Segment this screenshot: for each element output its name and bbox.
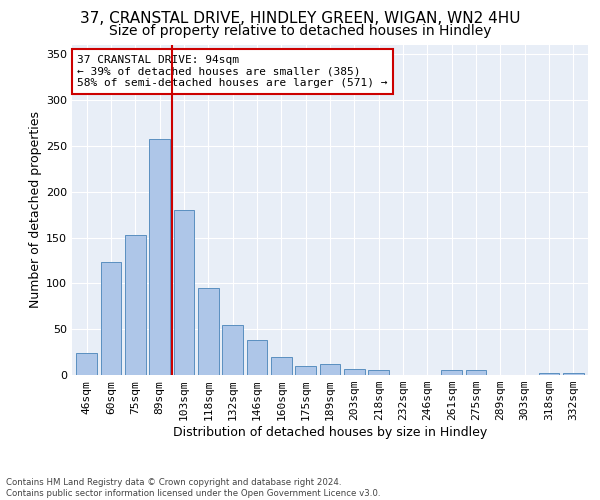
Text: 37 CRANSTAL DRIVE: 94sqm
← 39% of detached houses are smaller (385)
58% of semi-: 37 CRANSTAL DRIVE: 94sqm ← 39% of detach…: [77, 55, 388, 88]
Bar: [295, 366, 316, 375]
Bar: [198, 288, 218, 375]
X-axis label: Distribution of detached houses by size in Hindley: Distribution of detached houses by size …: [173, 426, 487, 439]
Text: Contains HM Land Registry data © Crown copyright and database right 2024.
Contai: Contains HM Land Registry data © Crown c…: [6, 478, 380, 498]
Bar: [222, 324, 243, 375]
Bar: [101, 262, 121, 375]
Bar: [344, 368, 365, 375]
Bar: [466, 370, 487, 375]
Bar: [563, 373, 584, 375]
Text: Size of property relative to detached houses in Hindley: Size of property relative to detached ho…: [109, 24, 491, 38]
Bar: [247, 340, 268, 375]
Bar: [149, 140, 170, 375]
Bar: [320, 364, 340, 375]
Text: 37, CRANSTAL DRIVE, HINDLEY GREEN, WIGAN, WN2 4HU: 37, CRANSTAL DRIVE, HINDLEY GREEN, WIGAN…: [80, 11, 520, 26]
Bar: [125, 235, 146, 375]
Bar: [173, 210, 194, 375]
Bar: [76, 353, 97, 375]
Y-axis label: Number of detached properties: Number of detached properties: [29, 112, 42, 308]
Bar: [271, 356, 292, 375]
Bar: [368, 370, 389, 375]
Bar: [442, 370, 462, 375]
Bar: [539, 373, 559, 375]
